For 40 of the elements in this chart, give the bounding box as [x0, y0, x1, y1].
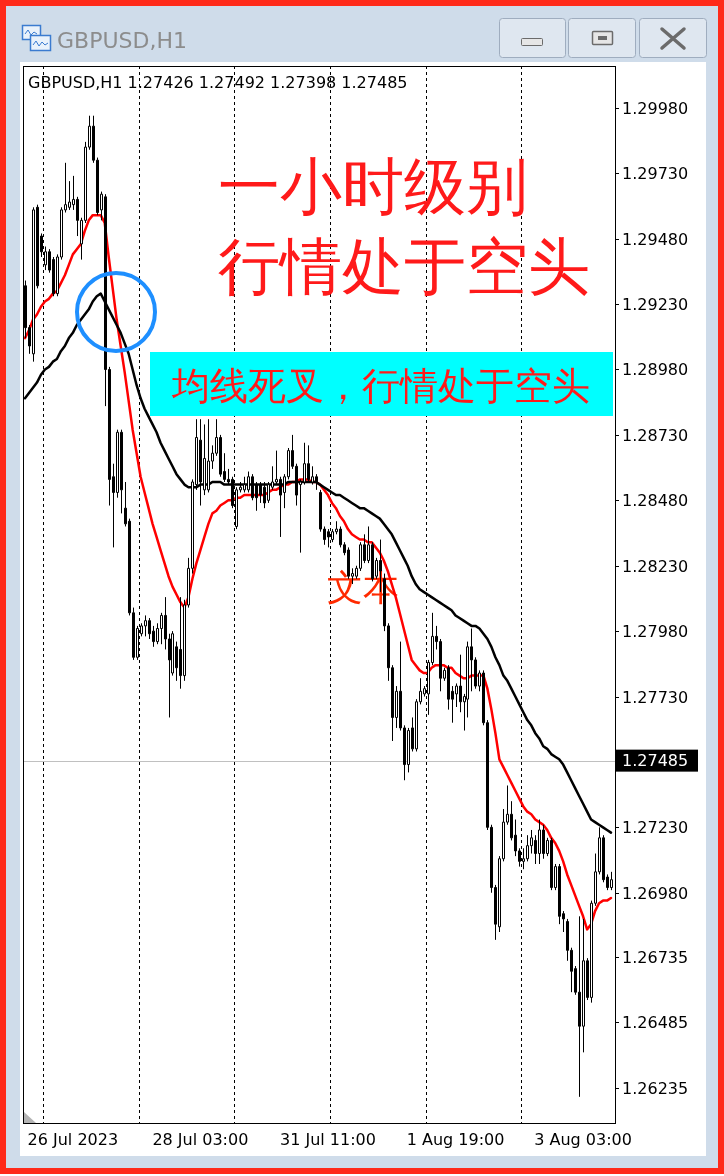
y-tick-label: 1.26485: [622, 1013, 689, 1032]
text: GBPUSD,H1 1.27426 1.27492 1.27398 1.27485: [28, 73, 408, 92]
x-tick-label: 28 Jul 03:00: [152, 1130, 249, 1149]
candlestick: [32, 206, 35, 363]
y-tick-label: 1.29980: [622, 99, 689, 118]
annotation: 行情处于空头: [218, 230, 590, 303]
candlestick: [542, 824, 545, 860]
x-tick-label: 1 Aug 19:00: [406, 1130, 505, 1149]
x-tick-label: 26 Jul 2023: [27, 1130, 119, 1149]
candlestick: [207, 418, 210, 493]
y-tick-label: 1.29730: [622, 164, 689, 183]
candlestick: [550, 837, 553, 891]
y-tick-label: 1.27730: [622, 688, 689, 707]
y-tick-label: 1.26980: [622, 884, 689, 903]
y-tick-label: 1.28480: [622, 491, 689, 510]
ref-line-label: 1.27485: [622, 751, 689, 771]
x-tick-label: 31 Jul 11:00: [279, 1130, 376, 1149]
candlestick: [610, 871, 613, 891]
y-tick-label: 1.28230: [622, 557, 689, 576]
candlestick: [263, 481, 266, 509]
y-tick-label: 1.26235: [622, 1079, 689, 1098]
annotation: 均线死叉，行情处于空头: [171, 364, 590, 408]
chart-title: GBPUSD,H1: [57, 28, 187, 53]
y-tick-label: 1.27980: [622, 622, 689, 641]
y-tick-label: 1.28730: [622, 426, 689, 445]
candlestick: [578, 915, 581, 1098]
y-tick-label: 1.29480: [622, 230, 689, 249]
candlestick: [307, 444, 310, 483]
candlestick: [199, 418, 202, 507]
candlestick: [243, 476, 246, 493]
y-tick-label: 1.26735: [622, 948, 689, 967]
x-tick-label: 3 Aug 03:00: [534, 1130, 632, 1149]
candlestick: [120, 429, 123, 514]
candlestick: [144, 614, 147, 637]
y-tick-label: 1.27230: [622, 818, 689, 837]
candlestick: [179, 596, 182, 690]
annotation: 一小时级别: [218, 150, 528, 223]
y-tick-label: 1.29230: [622, 295, 689, 314]
y-tick-label: 1.28980: [622, 360, 689, 379]
candlestick: [538, 819, 541, 865]
